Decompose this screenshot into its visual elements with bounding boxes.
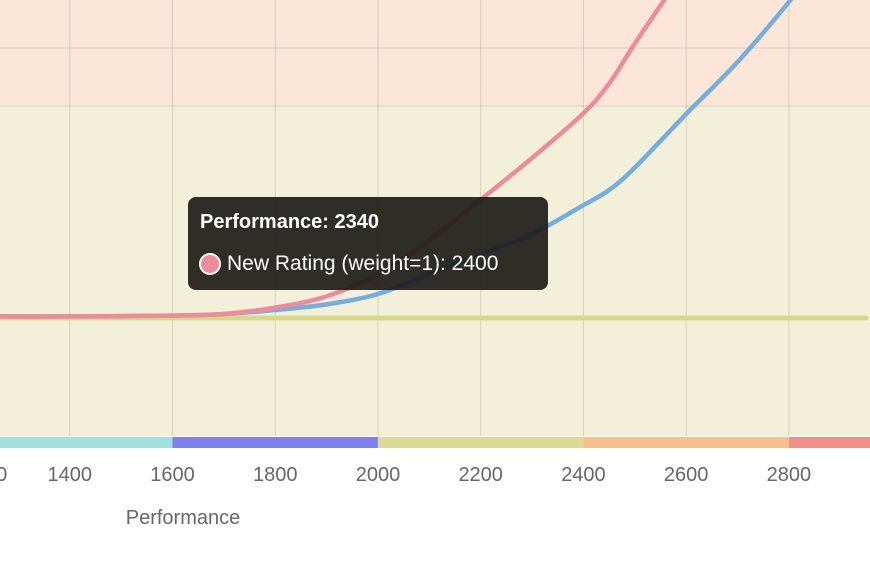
rank-segment-2 (377, 437, 584, 448)
x-tick-label: 1400 (47, 464, 92, 486)
rank-segment-1 (172, 437, 378, 448)
x-tick-label: 2600 (664, 464, 709, 486)
tooltip-value-label: New Rating (weight=1): 2400 (227, 252, 499, 275)
x-axis-title: Performance (126, 507, 241, 529)
rank-segment-4 (788, 437, 870, 448)
x-tick-label: 1600 (150, 464, 195, 486)
x-tick-label-edge: 1200 (0, 464, 7, 486)
x-tick-label: 2200 (458, 464, 503, 486)
x-tick-label: 2000 (356, 464, 401, 486)
x-tick-label: 2800 (767, 464, 812, 486)
series-line-0 (0, 0, 667, 319)
rank-color-bar (0, 437, 870, 448)
tooltip-row: New Rating (weight=1): 2400 (199, 251, 536, 277)
chart-tooltip: Performance: 2340 New Rating (weight=1):… (188, 197, 548, 290)
x-tick-label: 2400 (561, 464, 606, 486)
rank-segment-0 (0, 437, 173, 448)
x-tick-label: 1800 (253, 464, 298, 486)
rating-band-0 (0, 0, 870, 106)
series-swatch-icon (199, 253, 221, 275)
x-axis-ticks: 1200 1400 1600 1800 2000 2200 2400 2600 2800 (0, 464, 811, 486)
rank-segment-3 (583, 437, 789, 448)
tooltip-title: Performance: 2340 (200, 211, 379, 233)
grid-lines (0, 0, 870, 436)
